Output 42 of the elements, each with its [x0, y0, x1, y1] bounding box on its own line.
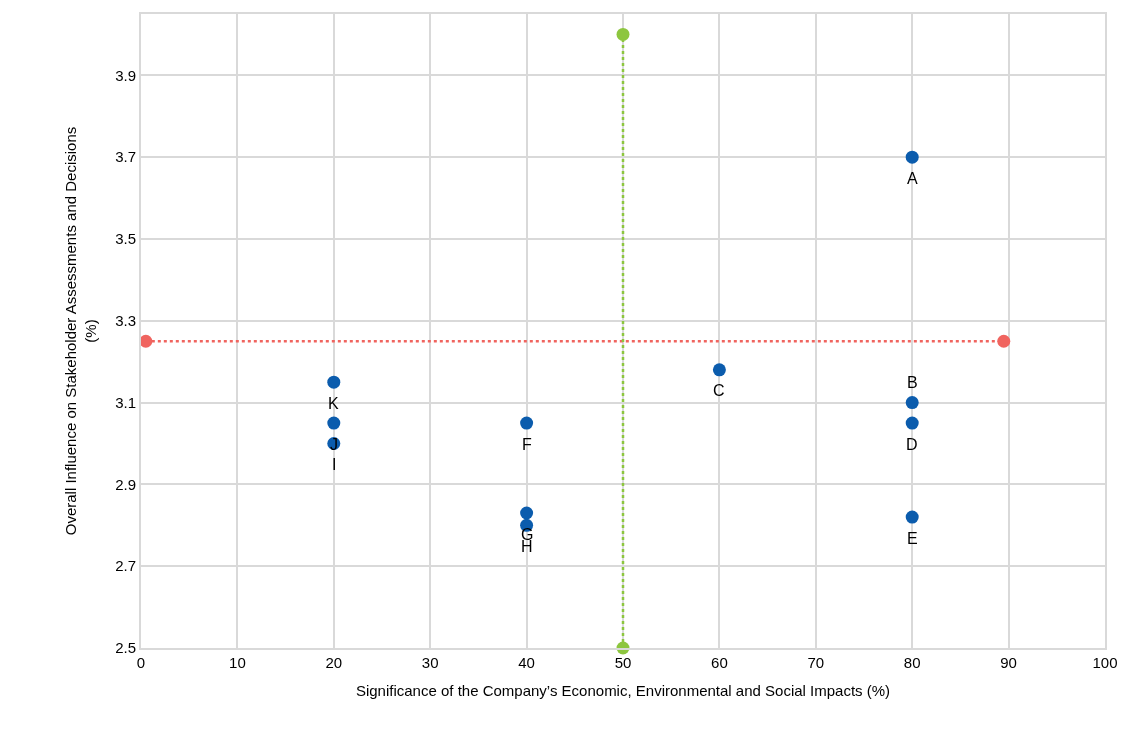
y-tick-label: 3.5: [115, 230, 136, 248]
point: [327, 416, 341, 430]
annotation: B: [907, 374, 918, 391]
annotation: F: [522, 436, 532, 453]
annotation: E: [907, 530, 918, 547]
annotation: D: [906, 436, 918, 453]
point: [712, 363, 726, 377]
annotation: A: [907, 170, 918, 187]
point: [520, 506, 534, 520]
y-tick-label: 3.7: [115, 148, 136, 166]
y-tick-label: 3.3: [115, 312, 136, 330]
y-tick-label: 3.1: [115, 393, 136, 411]
annotation: K: [328, 395, 339, 412]
x-tick-label: 100: [1092, 654, 1118, 671]
x-tick-label: 90: [1000, 654, 1017, 671]
point: [327, 375, 341, 389]
annotation: C: [713, 382, 725, 399]
y-axis-title: Overall Influence on Stakeholder Assessments and Decisions (%): [62, 126, 99, 536]
point: [139, 334, 153, 348]
point: [616, 27, 630, 41]
x-tick-label: 50: [614, 654, 632, 671]
x-tick-label: 10: [229, 654, 246, 671]
point: [997, 334, 1011, 348]
x-tick-label: 20: [325, 654, 343, 671]
point: [905, 150, 919, 164]
annotation: J: [330, 436, 338, 453]
point: [520, 416, 534, 430]
y-tick-label: 2.5: [115, 639, 136, 657]
x-axis-title: Significance of the Company’s Economic, Environmental and Social Impacts (%): [355, 681, 891, 699]
x-tick-label: 70: [807, 654, 825, 671]
point: [905, 416, 919, 430]
x-tick-label: 40: [518, 654, 535, 671]
x-tick-label: 60: [711, 654, 728, 671]
annotation: I: [332, 456, 337, 473]
x-tick-label: 30: [421, 654, 439, 671]
point: [905, 396, 919, 410]
point: [905, 510, 919, 524]
y-tick-label: 3.9: [115, 66, 136, 84]
x-tick-label: 0: [136, 654, 146, 671]
y-tick-label: 2.9: [115, 475, 136, 493]
y-tick-label: 2.7: [115, 557, 136, 575]
x-tick-label: 80: [903, 654, 921, 671]
